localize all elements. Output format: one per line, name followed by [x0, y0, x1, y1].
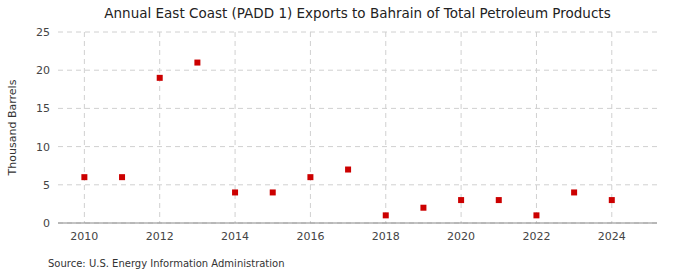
point [533, 212, 539, 218]
point [420, 205, 426, 211]
x-grid-line [310, 32, 311, 223]
title: Annual East Coast (PADD 1) Exports to Ba… [104, 5, 610, 21]
y-tick-label: 0 [43, 217, 50, 230]
x-grid-line [536, 32, 537, 223]
x-tick-label: 2024 [598, 230, 626, 243]
y-tick-label: 15 [36, 102, 50, 115]
y-tick-label: 10 [36, 141, 50, 154]
x-grid-line [385, 32, 386, 223]
chart-container: Annual East Coast (PADD 1) Exports to Ba… [0, 0, 675, 275]
x-tick-label: 2010 [70, 230, 98, 243]
y-grid-line [58, 184, 657, 185]
point [157, 75, 163, 81]
point [571, 189, 577, 195]
point [345, 167, 351, 173]
point [383, 212, 389, 218]
y-tick-label: 25 [36, 26, 50, 39]
x-grid-line [159, 32, 160, 223]
y-grid-line [58, 223, 657, 224]
x-tick-label: 2016 [296, 230, 324, 243]
x-tick-label: 2012 [146, 230, 174, 243]
y-axis-label: Thousand Barrels [6, 79, 19, 176]
x-tick-label: 2022 [522, 230, 550, 243]
y-grid-line [58, 108, 657, 109]
x-tick-label: 2014 [221, 230, 249, 243]
chart: Annual East Coast (PADD 1) Exports to Ba… [0, 0, 675, 275]
y-grid-line [58, 32, 657, 33]
x-grid-line [84, 32, 85, 223]
x-tick-label: 2018 [372, 230, 400, 243]
point [119, 174, 125, 180]
grid [58, 32, 657, 223]
x-grid-line [461, 32, 462, 223]
y-grid-line [58, 146, 657, 147]
point [609, 197, 615, 203]
x-tick-label: 2020 [447, 230, 475, 243]
source-note: Source: U.S. Energy Information Administ… [48, 258, 285, 269]
point [458, 197, 464, 203]
x-axis-line [58, 223, 657, 224]
point [194, 60, 200, 66]
point [496, 197, 502, 203]
y-grid-line [58, 70, 657, 71]
point [232, 189, 238, 195]
axes: 0 5 10 15 20 25 2010 2012 2014 2016 2018 2020 2022 20… [36, 26, 657, 243]
points [81, 60, 614, 219]
y-tick-label: 5 [43, 179, 50, 192]
point [270, 189, 276, 195]
point [307, 174, 313, 180]
point [81, 174, 87, 180]
y-tick-label: 20 [36, 64, 50, 77]
x-grid-line [611, 32, 612, 223]
